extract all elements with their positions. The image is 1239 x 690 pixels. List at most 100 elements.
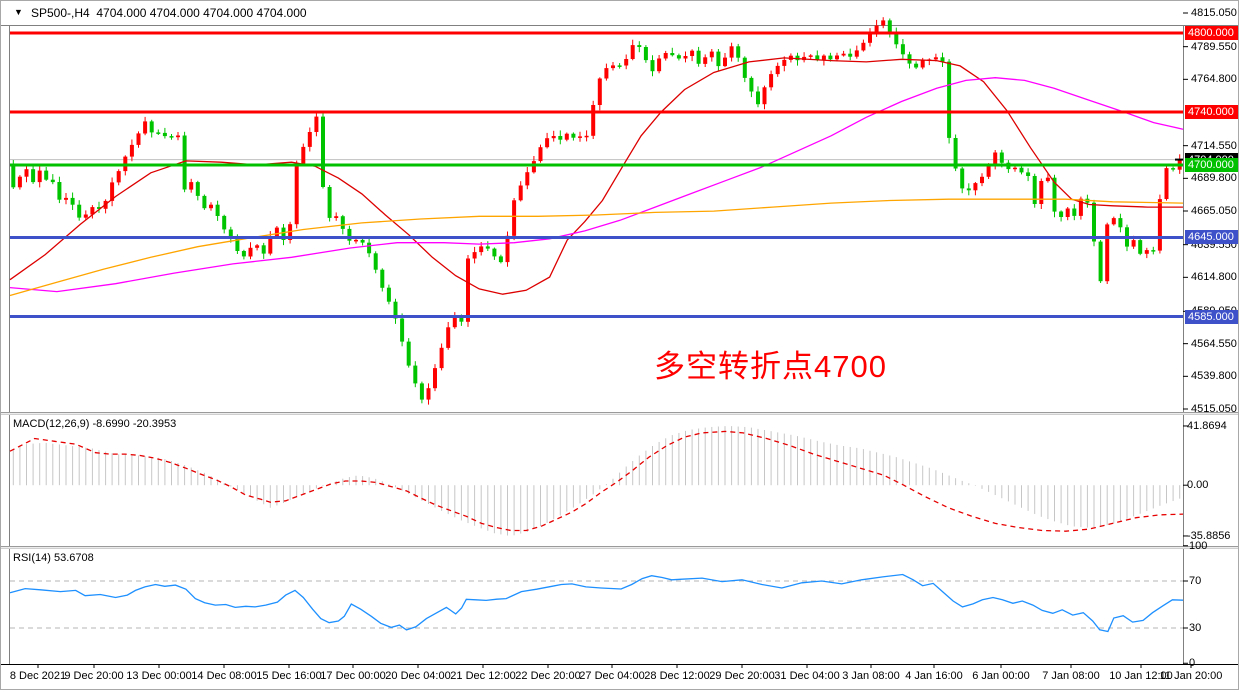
macd-values: -8.6990 -20.3953 [92, 418, 177, 430]
time-axis-label: 22 Dec 20:00 [515, 670, 581, 682]
bullish-candle [37, 170, 42, 183]
bullish-candle [518, 185, 523, 201]
bullish-candle [512, 200, 517, 236]
bullish-candle [136, 133, 141, 145]
bullish-candle [64, 197, 68, 200]
bearish-candle [1151, 250, 1156, 252]
bullish-candle [426, 388, 431, 400]
bullish-candle [334, 216, 339, 218]
price-macd-divider[interactable] [1, 412, 1238, 415]
bearish-candle [795, 55, 800, 61]
bullish-candle [439, 347, 444, 369]
time-axis-label: 8 Dec 2021 [9, 670, 67, 682]
bullish-candle [1065, 208, 1070, 217]
bullish-candle [690, 50, 695, 56]
bullish-candle [854, 50, 859, 57]
bearish-candle [182, 135, 187, 190]
bullish-candle [452, 316, 457, 328]
price-axis-label: 4764.800 [1191, 73, 1237, 85]
bullish-candle [584, 135, 589, 138]
bearish-candle [848, 53, 853, 57]
bearish-candle [149, 121, 154, 133]
time-axis-label: 17 Dec 00:00 [320, 670, 386, 682]
bearish-candle [742, 57, 747, 78]
rsi-axis-label: 100 [1189, 540, 1208, 552]
bearish-candle [1092, 202, 1096, 242]
bearish-candle [31, 169, 36, 183]
bearish-candle [571, 133, 576, 138]
bullish-candle [248, 247, 253, 257]
symbol-dropdown-icon[interactable]: ▼ [14, 7, 23, 17]
bullish-candle [24, 169, 29, 177]
bullish-candle [472, 252, 477, 259]
macd-axis-label: 41.8694 [1187, 420, 1227, 432]
bearish-candle [1019, 167, 1024, 173]
bullish-candle [578, 136, 582, 138]
bearish-candle [485, 246, 490, 249]
bullish-candle [551, 136, 556, 139]
level-price-badge: 4585.000 [1185, 310, 1238, 324]
bearish-candle [643, 47, 648, 61]
current-price-tick [1175, 158, 1183, 161]
bullish-candle [531, 161, 536, 173]
bearish-candle [1026, 172, 1031, 176]
axis-separator-line [1183, 25, 1184, 665]
level-price-badge: 4645.000 [1185, 230, 1238, 244]
bearish-candle [321, 116, 325, 187]
bullish-candle [709, 51, 714, 58]
bearish-candle [947, 61, 952, 138]
price-axis-label: 4564.550 [1191, 338, 1237, 350]
bullish-candle [176, 135, 180, 138]
bearish-candle [44, 170, 49, 180]
bearish-candle [617, 65, 622, 67]
time-axis-label: 14 Dec 08:00 [191, 670, 257, 682]
bearish-candle [900, 44, 905, 55]
bearish-candle [406, 341, 411, 366]
bearish-candle [492, 248, 497, 257]
bullish-candle [479, 246, 484, 253]
bullish-candle [821, 55, 826, 60]
bullish-candle [591, 105, 596, 136]
bullish-candle [881, 20, 886, 26]
bearish-candle [999, 152, 1004, 163]
bearish-candle [960, 168, 965, 189]
bearish-candle [367, 242, 372, 254]
level-price-badge: 4700.000 [1185, 158, 1238, 172]
macd-rsi-divider[interactable] [1, 546, 1238, 549]
bullish-candle [466, 258, 470, 322]
bearish-candle [953, 138, 958, 169]
bullish-candle [782, 59, 787, 66]
time-axis-line [1, 664, 1238, 665]
bullish-candle [301, 146, 306, 165]
bullish-candle [703, 57, 708, 64]
bullish-candle [116, 171, 121, 183]
bullish-candle [545, 138, 550, 148]
time-axis-label: 4 Jan 16:00 [905, 670, 963, 682]
bearish-candle [261, 245, 266, 254]
bullish-candle [1157, 199, 1162, 251]
bullish-candle [1039, 181, 1044, 204]
bearish-candle [169, 136, 174, 138]
bearish-candle [222, 215, 227, 230]
bullish-candle [294, 164, 299, 225]
bullish-candle [604, 68, 609, 79]
bullish-candle [657, 58, 662, 72]
bearish-candle [156, 132, 161, 134]
bullish-candle [564, 133, 569, 140]
bullish-candle [143, 121, 148, 134]
bullish-candle [209, 204, 213, 209]
time-axis-label: 3 Jan 08:00 [842, 670, 900, 682]
bearish-candle [393, 301, 398, 319]
bearish-candle [413, 365, 418, 384]
level-price-badge: 4800.000 [1185, 26, 1238, 40]
bullish-candle [446, 327, 451, 348]
bearish-candle [215, 204, 220, 216]
bullish-candle [663, 53, 668, 59]
bullish-candle [624, 59, 629, 66]
bullish-candle [189, 182, 194, 190]
bullish-candle [314, 116, 319, 132]
bullish-candle [993, 152, 998, 167]
bullish-candle [307, 132, 312, 147]
bearish-candle [637, 45, 642, 47]
